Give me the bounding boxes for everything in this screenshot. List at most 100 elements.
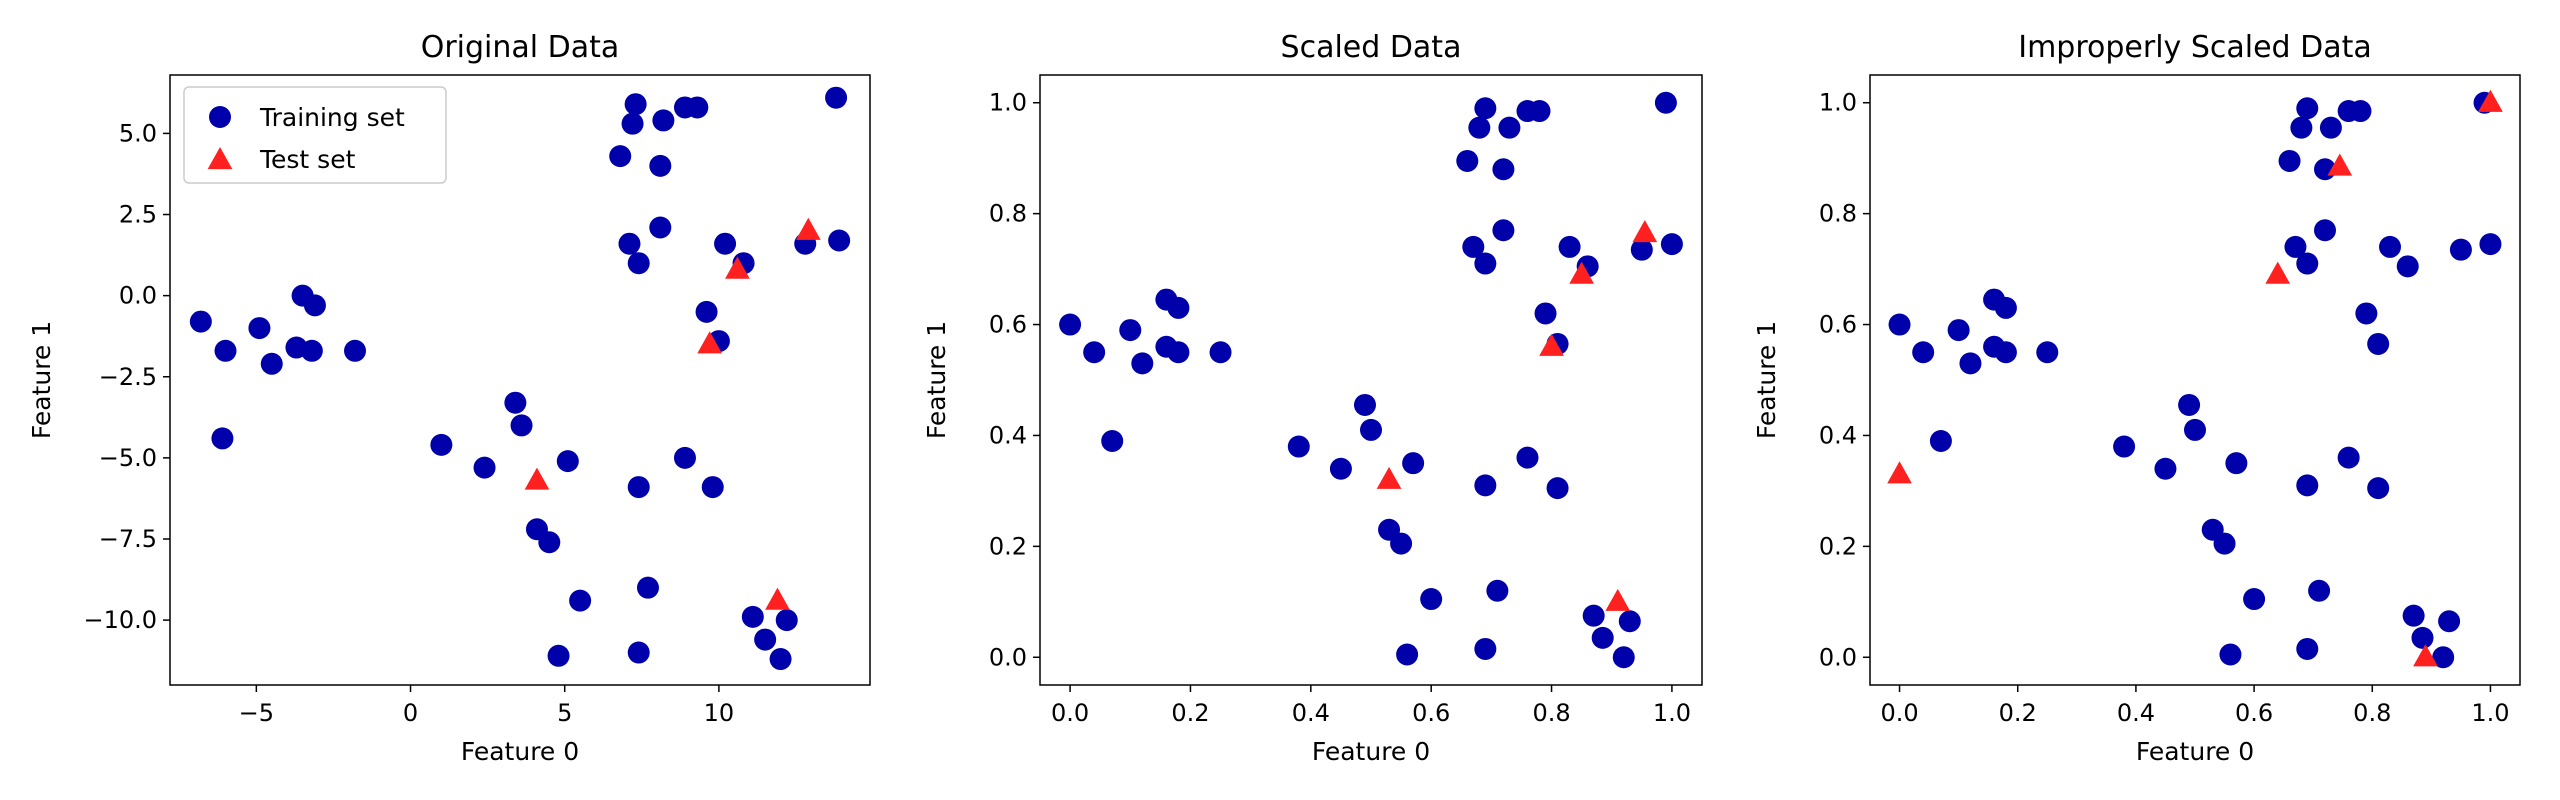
series-test-set — [1376, 220, 1658, 611]
y-tick-label: −10.0 — [83, 606, 157, 634]
x-tick-label: 10 — [704, 699, 735, 727]
x-tick-label: 0.0 — [1880, 699, 1918, 727]
training-point — [1994, 341, 2017, 364]
training-point — [2296, 97, 2319, 120]
y-tick-label: 0.6 — [989, 311, 1027, 339]
training-point — [627, 476, 650, 499]
training-point — [1209, 341, 1232, 364]
training-point — [569, 589, 592, 612]
training-point — [2296, 252, 2319, 275]
x-axis-label: Feature 0 — [461, 737, 579, 766]
training-point — [2036, 341, 2059, 364]
training-point — [627, 641, 650, 664]
training-point — [510, 414, 533, 437]
training-point — [714, 232, 737, 255]
series-training-set — [1059, 91, 1683, 669]
test-point — [1632, 220, 1658, 243]
training-point — [303, 294, 326, 317]
training-point — [1462, 235, 1485, 258]
test-point — [795, 217, 821, 240]
training-point — [701, 476, 724, 499]
training-point — [1353, 393, 1376, 416]
x-tick-label: 0.6 — [1412, 699, 1450, 727]
y-tick-label: −5.0 — [99, 444, 157, 472]
training-point — [1360, 418, 1382, 441]
x-tick-label: 0.6 — [2235, 699, 2273, 727]
legend: Training set Test set — [183, 86, 447, 184]
training-point — [1390, 532, 1413, 555]
training-point — [775, 609, 798, 632]
plot-frame — [1869, 74, 2521, 686]
training-point — [1591, 626, 1614, 649]
chart-panel-2: Improperly Scaled Data 0.0 0.2 0.4 0.6 0.8 1.0… — [1752, 30, 2521, 766]
y-tick-label: 0.2 — [989, 532, 1027, 560]
chart-panel-0: Original Data −5 0 5 10 −10.0 −7.5 −5.0 −2.5 0.0 2… — [27, 30, 871, 766]
x-tick-label: 0.8 — [1532, 699, 1570, 727]
y-axis-label: Feature 1 — [1752, 321, 1781, 439]
training-point — [1618, 610, 1641, 633]
training-point — [636, 576, 659, 599]
training-point — [1119, 319, 1142, 342]
training-point — [473, 456, 496, 479]
chart-panel-1: Scaled Data 0.0 0.2 0.4 0.6 0.8 1.0 0.0 0.2 0.4 0.… — [922, 30, 1703, 766]
training-point — [2154, 457, 2177, 480]
training-point — [1474, 637, 1497, 660]
legend-marker-test-set — [207, 147, 233, 170]
training-point — [627, 252, 650, 275]
training-point — [1929, 430, 1952, 452]
plot-frame — [1039, 74, 1703, 686]
training-point — [2337, 446, 2360, 469]
training-point — [1660, 233, 1683, 256]
x-axis-label: Feature 0 — [2136, 737, 2254, 766]
training-point — [260, 352, 283, 375]
x-tick-label: 0 — [403, 699, 418, 727]
training-point — [300, 339, 323, 362]
x-tick-label: 0.0 — [1051, 699, 1089, 727]
training-point — [2296, 474, 2319, 497]
training-point — [1468, 116, 1491, 139]
training-point — [211, 427, 234, 450]
legend-label: Training set — [259, 103, 405, 132]
y-axis-label: Feature 1 — [27, 321, 56, 439]
training-point — [1167, 341, 1190, 364]
training-point — [556, 450, 579, 473]
y-tick-label: 0.0 — [989, 643, 1027, 671]
training-point — [1630, 238, 1653, 261]
x-tick-label: 5 — [557, 699, 572, 727]
training-point — [2396, 255, 2419, 278]
training-point — [652, 109, 675, 132]
training-point — [189, 310, 212, 333]
y-tick-label: 0.0 — [119, 282, 157, 310]
training-point — [2225, 452, 2248, 475]
test-point — [1376, 466, 1402, 489]
plot-frame — [169, 74, 871, 686]
training-point — [2411, 626, 2434, 649]
training-point — [1167, 296, 1190, 319]
x-tick-label: 0.8 — [2353, 699, 2391, 727]
test-point — [1605, 588, 1631, 611]
training-point — [2184, 418, 2206, 441]
training-point — [1959, 352, 1982, 375]
training-point — [547, 644, 570, 667]
series-training-set — [1888, 91, 2502, 669]
training-point — [2349, 100, 2372, 123]
training-point — [695, 300, 718, 323]
training-point — [2314, 219, 2336, 242]
training-point — [2243, 588, 2266, 611]
x-tick-label: −5 — [239, 699, 274, 727]
training-point — [1287, 435, 1310, 458]
training-point — [754, 628, 777, 651]
training-point — [2402, 604, 2425, 627]
y-tick-label: 0.4 — [989, 421, 1027, 449]
x-tick-label: 0.2 — [1171, 699, 1209, 727]
training-point — [2219, 643, 2242, 666]
training-point — [1474, 474, 1497, 497]
y-tick-label: 2.5 — [119, 201, 157, 229]
series-test-set — [1887, 89, 2503, 667]
y-tick-label: 1.0 — [1819, 89, 1857, 117]
x-tick-label: 1.0 — [2471, 699, 2509, 727]
y-tick-label: 0.4 — [1819, 421, 1857, 449]
legend-box — [183, 86, 447, 184]
training-point — [2308, 579, 2331, 602]
test-point — [765, 587, 790, 610]
